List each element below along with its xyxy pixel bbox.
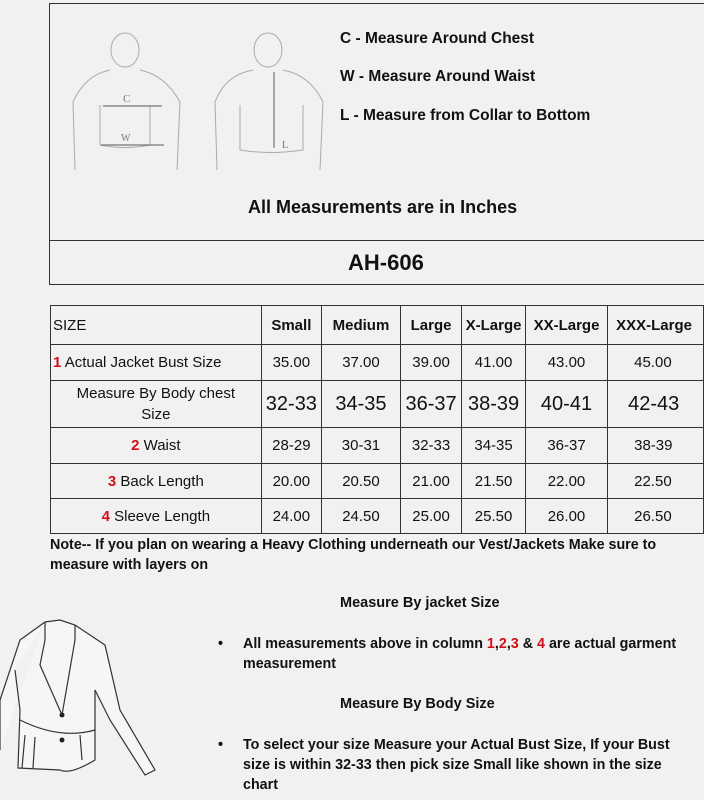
cell: 36-37 (524, 427, 609, 464)
jacket-illustration (0, 619, 156, 776)
row-label-text: Actual Jacket Bust Size (64, 354, 222, 371)
chest-label: C (123, 93, 130, 105)
cell: 38-39 (461, 380, 526, 428)
row-label: 1 Actual Jacket Bust Size (50, 344, 262, 381)
cell: 24.00 (260, 498, 323, 534)
cell: 24.50 (321, 498, 401, 534)
separator: , (506, 636, 511, 652)
table-row: 4 Sleeve Length 24.00 24.50 25.00 25.50 … (50, 498, 704, 534)
cell: 32-33 (399, 427, 463, 464)
body-size-bullet: • To select your size Measure your Actua… (218, 735, 678, 795)
size-chart-table: SIZE Small Medium Large X-Large XX-Large… (50, 305, 704, 534)
row-label-text: Sleeve Length (114, 507, 211, 525)
row-label: Measure By Body chest Size (50, 380, 262, 428)
cell: 36-37 (399, 380, 463, 428)
cell: 35.00 (260, 344, 323, 381)
cell: 34-35 (321, 380, 401, 428)
cell: 34-35 (461, 427, 526, 464)
cell: 25.00 (399, 498, 463, 534)
column-header: XXX-Large (607, 305, 704, 345)
column-ref: 4 (537, 636, 545, 652)
cell: 39.00 (399, 344, 463, 381)
column-ref: 1 (486, 636, 495, 652)
row-label: 4 Sleeve Length (50, 498, 262, 534)
row-number: 4 (101, 507, 110, 525)
body-measurement-figure: C W L (72, 32, 324, 171)
column-header: Large (399, 305, 463, 345)
bullet-text: All measurements above in column (243, 636, 487, 652)
cell: 20.00 (260, 463, 323, 499)
cell: 30-31 (321, 427, 401, 464)
row-label: 2 Waist (50, 427, 262, 464)
cell: 26.00 (524, 498, 609, 534)
table-row: 2 Waist 28-29 30-31 32-33 34-35 36-37 38… (50, 427, 704, 464)
bullet-icon: • (218, 636, 224, 652)
column-header: Small (260, 305, 323, 345)
separator: , (494, 636, 499, 652)
separator: & (518, 636, 538, 652)
measurement-guide-box (49, 3, 704, 285)
column-header: X-Large (461, 305, 526, 345)
table-header-row: SIZE Small Medium Large X-Large XX-Large… (50, 305, 704, 345)
layering-note: Note-- If you plan on wearing a Heavy Cl… (50, 537, 657, 573)
table-row: 1 Actual Jacket Bust Size 35.00 37.00 39… (50, 344, 704, 381)
legend-length: L - Measure from Collar to Bottom (340, 107, 591, 124)
cell: 40-41 (524, 380, 609, 428)
cell: 45.00 (607, 344, 704, 381)
cell: 42-43 (607, 380, 704, 428)
cell: 20.50 (321, 463, 401, 499)
row-number: 3 (107, 472, 117, 490)
cell: 28-29 (260, 427, 323, 464)
cell: 43.00 (524, 344, 609, 381)
button-icon (59, 712, 65, 718)
bullet-text: are actual garment measurement (243, 636, 677, 672)
row-number: 2 (131, 437, 140, 454)
legend-waist: W - Measure Around Waist (340, 68, 536, 85)
row-label-text: Back Length (120, 472, 204, 490)
waist-label: W (121, 133, 131, 144)
size-header: SIZE (50, 305, 262, 345)
legend-chest: C - Measure Around Chest (340, 30, 535, 47)
cell: 21.50 (461, 463, 526, 499)
column-ref: 2 (498, 636, 507, 652)
cell: 25.50 (461, 498, 526, 534)
jacket-size-title: Measure By jacket Size (340, 595, 500, 611)
column-header: Medium (321, 305, 401, 345)
button-icon (59, 737, 65, 743)
cell: 32-33 (260, 380, 323, 428)
divider (49, 240, 704, 241)
row-label-text: Waist (143, 437, 181, 454)
model-number: AH-606 (348, 250, 424, 275)
bullet-text: To select your size Measure your Actual … (243, 737, 670, 793)
body-size-title: Measure By Body Size (340, 696, 495, 712)
cell: 38-39 (607, 427, 704, 464)
column-ref: 3 (510, 636, 519, 652)
cell: 22.00 (524, 463, 609, 499)
row-number: 1 (53, 354, 62, 371)
cell: 26.50 (607, 498, 704, 534)
cell: 21.00 (399, 463, 463, 499)
units-note: All Measurements are in Inches (248, 197, 518, 217)
length-label: L (282, 140, 288, 151)
column-header: XX-Large (524, 305, 609, 345)
cell: 22.50 (607, 463, 704, 499)
table-row: 3 Back Length 20.00 20.50 21.00 21.50 22… (50, 463, 704, 499)
jacket-size-bullet: • All measurements above in column 1,2,3… (218, 634, 678, 674)
cell: 41.00 (461, 344, 526, 381)
cell: 37.00 (321, 344, 401, 381)
bullet-icon: • (218, 737, 224, 753)
table-row: Measure By Body chest Size 32-33 34-35 3… (50, 380, 704, 428)
row-label: 3 Back Length (50, 463, 262, 499)
